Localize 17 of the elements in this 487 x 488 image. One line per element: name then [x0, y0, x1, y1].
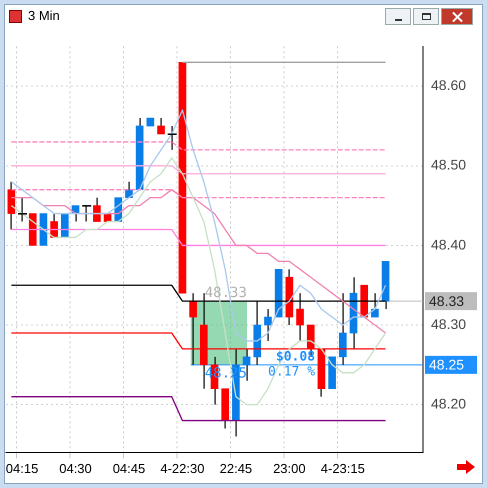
annotation: 0.17 % — [268, 364, 316, 380]
x-tick-label: 04:45 — [112, 460, 146, 476]
ref-line-label: 48.25 — [429, 356, 464, 373]
x-tick-label: 04:30 — [59, 460, 92, 476]
x-tick-label: 04:15 — [6, 460, 38, 476]
ref-line-label: 48.33 — [429, 293, 464, 310]
annotation: $0.08 — [276, 350, 316, 365]
x-tick-label: 4-23:15 — [320, 460, 365, 476]
x-tick-label: 22:45 — [220, 460, 252, 476]
chart-title: 3 Min — [28, 8, 60, 23]
y-tick-label: 48.30 — [431, 316, 466, 332]
y-tick-label: 48.20 — [431, 395, 466, 412]
y-tick-label: 48.60 — [431, 77, 466, 94]
y-tick-label: 48.50 — [431, 156, 466, 173]
y-tick-label: 48.40 — [431, 236, 466, 252]
x-tick-label: 4-22:30 — [160, 460, 204, 476]
x-tick-label: 23:00 — [273, 460, 306, 476]
